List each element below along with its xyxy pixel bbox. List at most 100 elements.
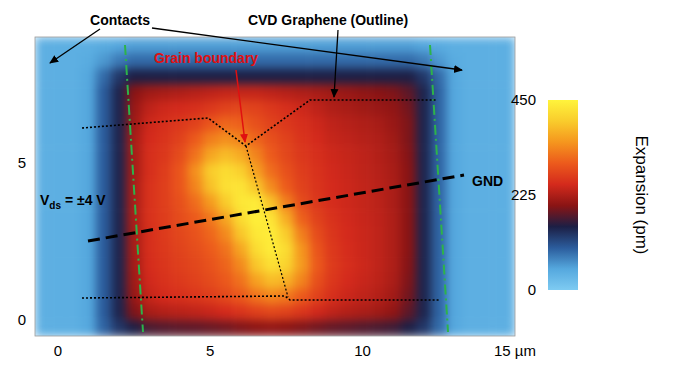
heat-cell [248, 100, 264, 116]
heat-cell [462, 68, 478, 84]
heat-cell [385, 68, 401, 84]
heat-cell [248, 116, 264, 132]
heat-cell [81, 257, 97, 273]
heat-cell [431, 37, 447, 53]
heat-cell [325, 53, 341, 69]
heat-cell [446, 320, 462, 336]
heat-cell [81, 273, 97, 289]
heat-cell [142, 179, 158, 195]
heat-cell [142, 320, 158, 336]
heat-cell [294, 320, 310, 336]
heat-cell [50, 257, 66, 273]
heat-cell [477, 100, 493, 116]
heat-cell [218, 100, 234, 116]
heat-cell [233, 147, 249, 163]
heat-cell [416, 210, 432, 226]
graphene-outline-top [82, 100, 436, 146]
heat-cell [294, 210, 310, 226]
heat-cell [126, 37, 142, 53]
x-tick-label: 15 µm [494, 342, 536, 359]
heat-cell [355, 37, 371, 53]
heat-cell [492, 131, 515, 147]
heat-cell [50, 131, 66, 147]
heat-cell [264, 289, 280, 305]
heat-cell [401, 163, 417, 179]
heat-cell [218, 242, 234, 258]
heat-cell [96, 163, 112, 179]
heat-cell [279, 116, 295, 132]
heat-cell [157, 257, 173, 273]
heat-cell [416, 226, 432, 242]
heat-cell [385, 194, 401, 210]
heat-cell [157, 100, 173, 116]
heat-cell [172, 68, 188, 84]
heat-cell [248, 273, 264, 289]
heat-cell [431, 242, 447, 258]
heat-cell [81, 210, 97, 226]
heat-cell [264, 100, 280, 116]
heat-cell [446, 131, 462, 147]
heat-cell [142, 84, 158, 100]
heat-cell [218, 147, 234, 163]
heat-cell [81, 242, 97, 258]
vds-label: Vds = ±4 V [40, 192, 106, 211]
heat-cell [279, 100, 295, 116]
heat-cell [218, 116, 234, 132]
heat-cell [203, 131, 219, 147]
heat-cell [264, 210, 280, 226]
heat-cell [431, 116, 447, 132]
heat-cell [370, 289, 386, 305]
heat-cell [203, 163, 219, 179]
heat-cell [309, 257, 325, 273]
heat-cell [355, 194, 371, 210]
heat-cell [248, 147, 264, 163]
heat-cell [187, 179, 203, 195]
heat-cell [477, 273, 493, 289]
grain-boundary-line [246, 146, 288, 297]
heat-cell [401, 37, 417, 53]
heat-cell [446, 242, 462, 258]
heat-cell [370, 210, 386, 226]
heat-cell [401, 273, 417, 289]
heat-cell [264, 116, 280, 132]
heat-cell [294, 257, 310, 273]
heat-cell [294, 84, 310, 100]
heat-cell [309, 305, 325, 321]
heat-cell [325, 84, 341, 100]
heat-cell [233, 320, 249, 336]
heat-cell [248, 68, 264, 84]
heat-cell [340, 84, 356, 100]
heat-cell [187, 210, 203, 226]
heat-cell [446, 273, 462, 289]
heat-cell [462, 289, 478, 305]
heat-cell [35, 226, 51, 242]
heat-cell [264, 68, 280, 84]
heat-cell [65, 320, 81, 336]
heat-cell [96, 257, 112, 273]
heat-cell [142, 116, 158, 132]
heat-cell [401, 242, 417, 258]
heat-cell [65, 273, 81, 289]
heat-cell [492, 305, 515, 321]
heat-cell [477, 194, 493, 210]
heat-cell [355, 116, 371, 132]
heat-cell [294, 179, 310, 195]
heat-cell [492, 37, 515, 53]
heat-cell [446, 68, 462, 84]
heat-cell [401, 53, 417, 69]
heat-cell [309, 226, 325, 242]
heat-cell [157, 242, 173, 258]
annotation: CVD Graphene (Outline) [248, 12, 408, 28]
heat-cell [477, 226, 493, 242]
heat-cell [35, 320, 51, 336]
heat-cell [81, 289, 97, 305]
heat-cell [203, 84, 219, 100]
heat-cell [279, 179, 295, 195]
heat-cell [477, 131, 493, 147]
heat-cell [385, 257, 401, 273]
heat-cell [309, 68, 325, 84]
heat-cell [35, 305, 51, 321]
heat-cell [218, 194, 234, 210]
heat-cell [157, 163, 173, 179]
heat-cell [477, 257, 493, 273]
